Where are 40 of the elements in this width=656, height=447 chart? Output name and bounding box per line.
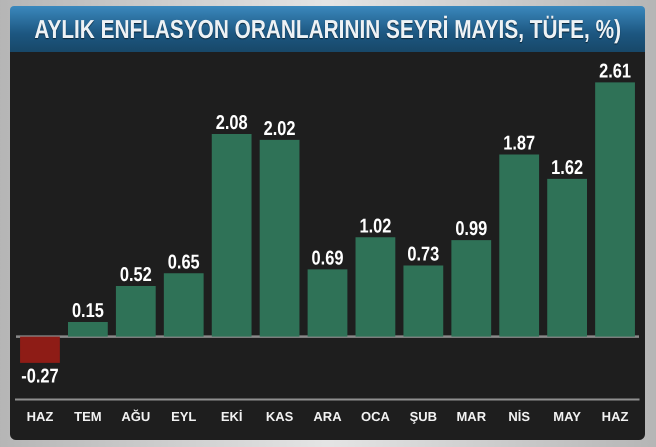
bar <box>116 286 156 337</box>
x-tick-label: EKİ <box>220 408 242 424</box>
x-tick-label: EYL <box>171 408 196 424</box>
x-tick-label: MAY <box>553 408 582 424</box>
data-label: 0.99 <box>455 216 488 240</box>
data-label: 1.62 <box>551 155 584 178</box>
bar <box>164 273 204 337</box>
bar <box>356 237 396 337</box>
data-label: 0.69 <box>312 246 344 269</box>
bar <box>308 269 348 337</box>
x-tick-label: OCA <box>360 408 390 424</box>
bar <box>403 266 444 337</box>
bar <box>68 322 108 337</box>
x-tick-label: KAS <box>266 408 294 424</box>
x-tick-label: ARA <box>313 408 342 424</box>
data-label: 0.15 <box>72 298 104 322</box>
data-label: 0.52 <box>120 262 152 286</box>
data-label: 2.02 <box>264 116 296 140</box>
bar <box>595 82 635 337</box>
bar <box>20 336 60 363</box>
chart-title: AYLIK ENFLASYON ORANLARININ SEYRİ MAYIS, TÜFE, %) <box>34 14 621 44</box>
x-tick-label: AĞU <box>121 408 150 424</box>
bar <box>212 134 252 337</box>
x-tick-label: NİS <box>508 408 530 424</box>
x-tick-label: HAZ <box>26 408 54 424</box>
data-label: 0.65 <box>168 250 200 273</box>
bar <box>499 154 540 337</box>
data-label: 2.61 <box>599 58 631 82</box>
data-label: 2.08 <box>216 110 248 134</box>
bar <box>451 240 492 337</box>
data-label: -0.27 <box>21 364 59 387</box>
x-tick-label: MAR <box>456 408 487 424</box>
data-label: 1.02 <box>359 214 392 237</box>
x-tick-label: TEM <box>74 408 102 424</box>
x-tick-label: ŞUB <box>410 408 438 424</box>
bar <box>547 178 588 337</box>
x-tick-label: HAZ <box>602 408 628 424</box>
data-label: 1.87 <box>503 130 536 154</box>
data-label: 0.73 <box>407 242 440 265</box>
bar <box>260 140 300 337</box>
